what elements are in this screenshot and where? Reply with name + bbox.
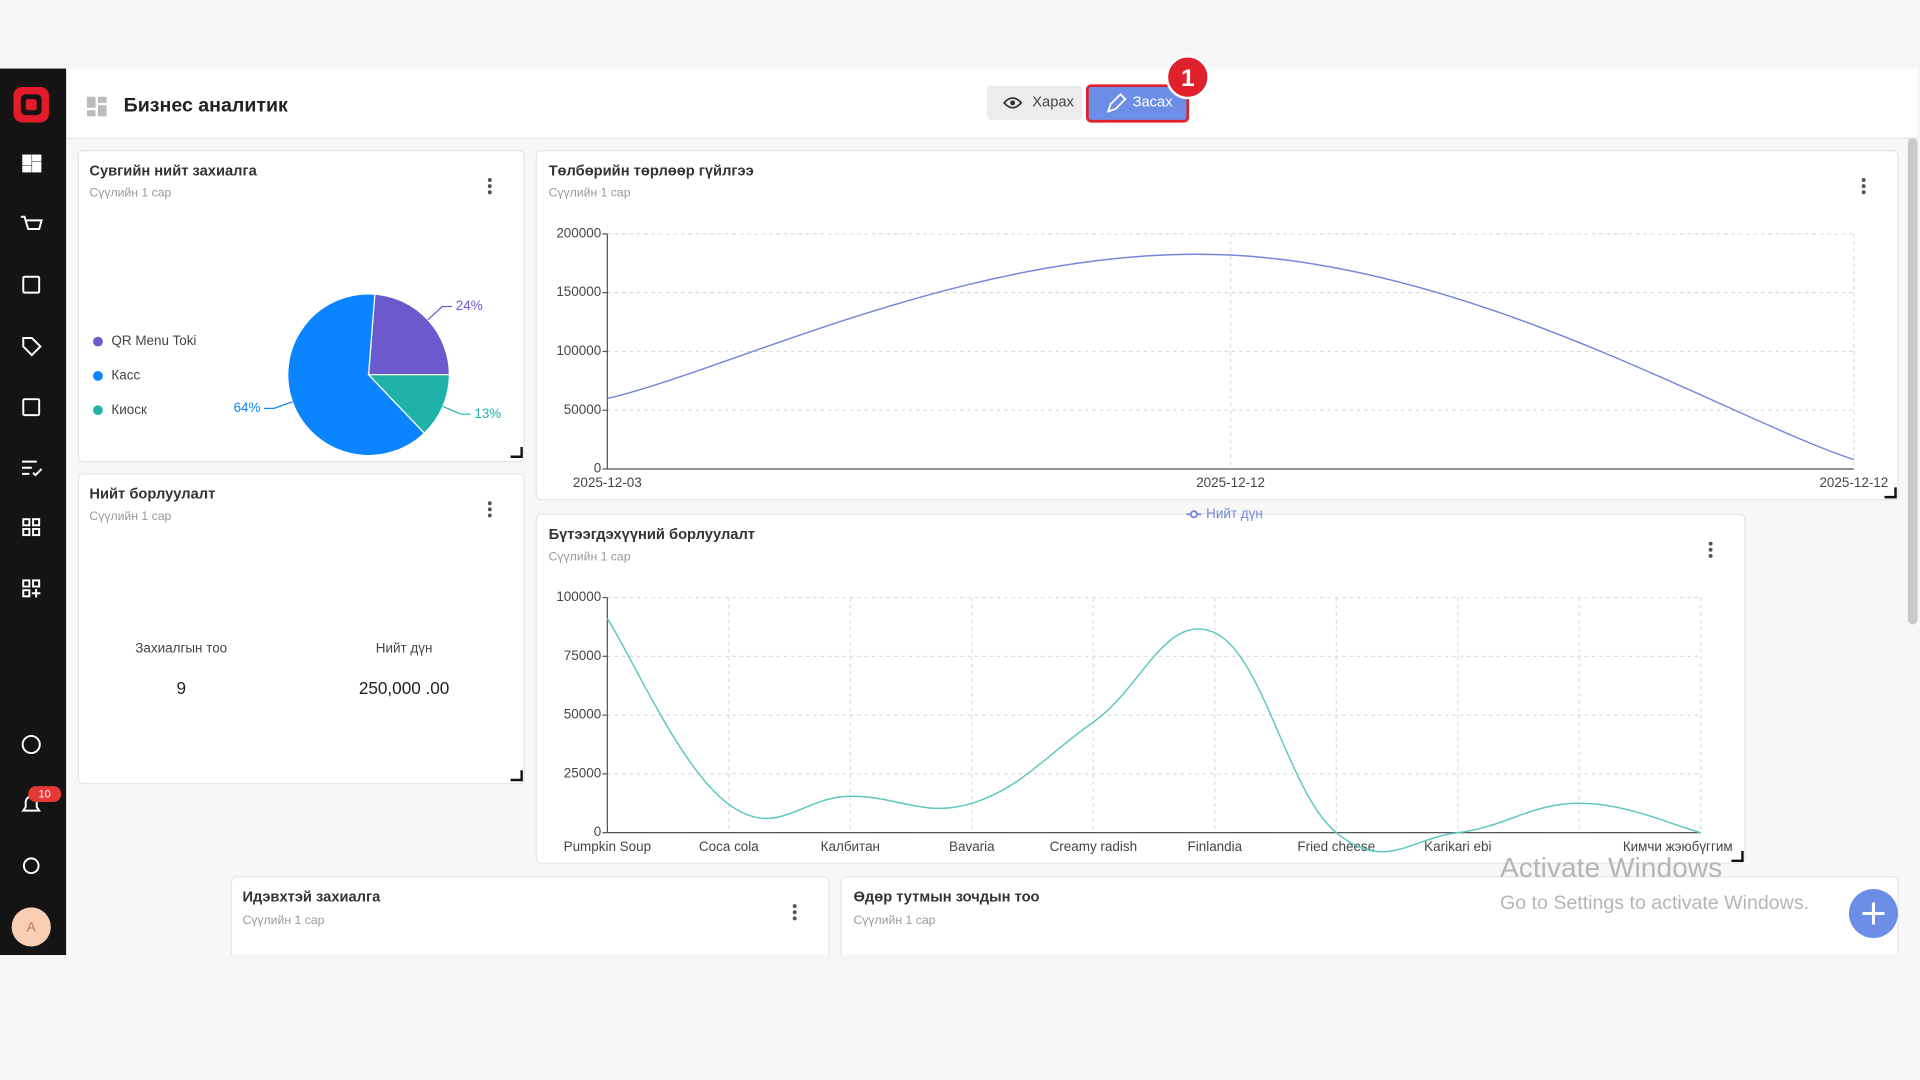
- x-tick-label: Creamy radish: [1050, 839, 1137, 854]
- card-subtitle: Сүүлийн 1 сар: [89, 186, 171, 200]
- x-tick-label: Калбитан: [821, 839, 880, 854]
- card-title: Идэвхтэй захиалга: [242, 889, 381, 905]
- page-title: Бизнес аналитик: [124, 95, 288, 117]
- y-tick-label: 0: [594, 824, 601, 839]
- card-title: Сувгийн нийт захиалга: [89, 163, 257, 179]
- cart-icon[interactable]: [20, 215, 43, 230]
- pie-label: 13%: [474, 406, 501, 421]
- leader-line: [427, 305, 453, 321]
- y-tick-label: 200000: [556, 225, 601, 240]
- card-title: Нийт борлуулалт: [89, 487, 215, 503]
- summary-value: 9: [176, 678, 186, 698]
- x-tick-label: 2025-12-12: [1819, 475, 1888, 490]
- summary-label: Захиалгын тоо: [135, 641, 227, 656]
- pie-label: 24%: [456, 298, 483, 313]
- notification-badge: [28, 786, 62, 803]
- card-subtitle: Сүүлийн 1 сар: [853, 913, 935, 927]
- summary-label: Нийт дүн: [376, 641, 433, 656]
- legend-marker: [1189, 510, 1198, 519]
- legend-dot: [93, 405, 103, 416]
- list-icon[interactable]: [22, 275, 41, 294]
- legend-label: Киоск: [111, 402, 147, 417]
- add-grid-icon[interactable]: [22, 579, 41, 598]
- view-button-label: Харах: [1032, 95, 1074, 111]
- pencil-icon: [1106, 92, 1127, 113]
- y-tick-label: 50000: [564, 402, 601, 417]
- card-title: Өдөр тутмын зочдын тоо: [853, 889, 1039, 905]
- x-tick-label: Coca cola: [699, 839, 759, 854]
- add-icon: [1862, 902, 1885, 925]
- x-tick-label: Fried cheese: [1297, 839, 1375, 854]
- scrollbar[interactable]: [1907, 138, 1918, 625]
- avatar-initial: A: [27, 920, 36, 935]
- settings-icon[interactable]: [22, 857, 40, 875]
- leader-line: [264, 401, 293, 409]
- legend-label: Касс: [111, 367, 140, 382]
- tasks-icon[interactable]: [22, 460, 43, 477]
- legend-label: Нийт дүн: [1206, 506, 1263, 521]
- x-tick-label: Finlandia: [1188, 839, 1243, 854]
- edit-button-label: Засах: [1133, 95, 1174, 111]
- eye-icon: [1002, 97, 1023, 109]
- resize-handles[interactable]: [510, 446, 1897, 863]
- x-tick-label: Кимчи жэюбүггим: [1623, 839, 1733, 854]
- y-tick-label: 100000: [556, 589, 601, 604]
- card-subtitle: Сүүлийн 1 сар: [549, 549, 631, 563]
- avatar[interactable]: [11, 907, 51, 947]
- card-subtitle: Сүүлийн 1 сар: [549, 186, 631, 200]
- x-tick-label: 2025-12-12: [1196, 475, 1265, 490]
- summary-card: [77, 473, 525, 785]
- x-tick-label: Pumpkin Soup: [564, 839, 651, 854]
- x-tick-label: 2025-12-03: [573, 475, 642, 490]
- cards: [77, 150, 1899, 964]
- line-series: [607, 253, 1855, 461]
- y-tick-label: 50000: [564, 707, 601, 722]
- line-series: [606, 618, 1701, 853]
- menu-dots[interactable]: [487, 178, 1866, 921]
- sidebar-icons: [20, 154, 43, 875]
- pie-label: 64%: [234, 400, 261, 415]
- y-tick-label: 25000: [564, 765, 601, 780]
- edit-button[interactable]: [1086, 84, 1190, 123]
- pie-slice: [367, 293, 451, 376]
- leader-line: [442, 405, 471, 415]
- pie-slice: [367, 374, 451, 435]
- dashboard-icon[interactable]: [22, 154, 42, 173]
- product-card: [535, 513, 1746, 864]
- page-icon: [86, 96, 107, 117]
- card-title: Бүтээгдэхүүний борлуулалт: [549, 527, 755, 543]
- card-subtitle: Сүүлийн 1 сар: [242, 913, 324, 927]
- eye-pupil: [1010, 100, 1016, 106]
- watermark-title: Activate Windows: [1500, 852, 1722, 883]
- bottom-background: [0, 955, 1920, 1080]
- pie-slice: [287, 293, 426, 457]
- y-tick-label: 100000: [556, 343, 601, 358]
- tag-icon[interactable]: [22, 336, 42, 357]
- payment-card: [535, 150, 1899, 501]
- card-subtitle: Сүүлийн 1 сар: [89, 509, 171, 523]
- x-tick-label: Karikari ebi: [1424, 839, 1491, 854]
- y-tick-label: 75000: [564, 648, 601, 663]
- help-icon[interactable]: [21, 734, 41, 755]
- summary-value: 250,000 .00: [359, 678, 449, 698]
- view-button[interactable]: [986, 85, 1083, 120]
- sidebar: [0, 68, 67, 956]
- y-tick-label: 150000: [556, 284, 601, 299]
- legend-dot: [93, 336, 103, 347]
- watermark-text: Go to Settings to activate Windows.: [1500, 892, 1809, 914]
- legend-dot: [93, 371, 103, 381]
- x-tick-label: Bavaria: [949, 839, 995, 854]
- y-tick-label: 0: [594, 461, 601, 476]
- grid-icon[interactable]: [22, 518, 41, 537]
- card-title: Төлбөрийн төрлөөр гүйлгээ: [549, 163, 754, 179]
- step-badge: [1165, 55, 1210, 100]
- logo-dot: [25, 99, 37, 111]
- step-number: 1: [1181, 65, 1195, 92]
- calendar-icon[interactable]: [22, 398, 41, 417]
- notification-count: 10: [39, 789, 51, 801]
- legend-label: QR Menu Toki: [111, 333, 196, 348]
